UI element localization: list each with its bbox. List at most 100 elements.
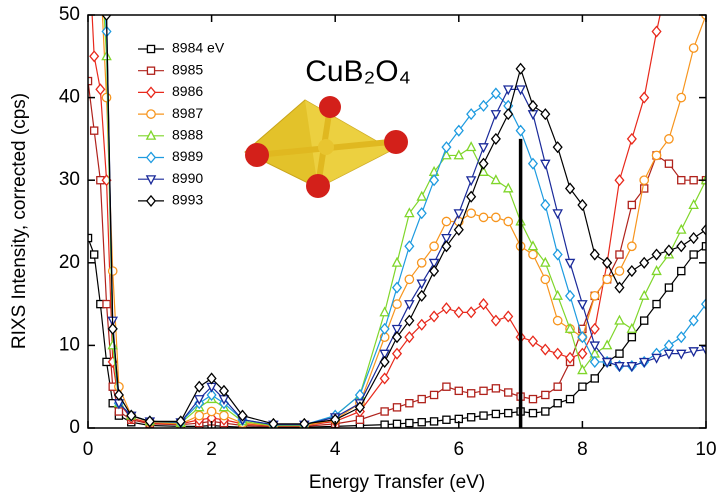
data-point [541,407,550,416]
data-point [615,349,624,358]
legend-label: 8989 [172,148,203,164]
data-point [107,266,118,276]
data-point [453,306,464,319]
data-point [441,234,452,245]
data-point [405,398,414,408]
data-point [95,83,106,96]
data-point [688,231,699,245]
legend-label: 8986 [172,83,203,99]
data-point [626,322,638,333]
data-point [416,190,427,201]
y-tick-label: 30 [59,169,80,190]
series-line [91,15,661,427]
data-point [442,382,451,391]
data-point [441,141,452,154]
data-point [614,362,625,373]
y-tick-label: 20 [59,252,80,273]
data-point [540,256,551,267]
data-point [677,266,686,276]
x-tick-label: 2 [206,439,217,460]
data-point [577,364,588,375]
data-point [354,401,365,414]
legend-label: 8984 eV [172,40,225,56]
data-point [454,386,464,396]
data-point [380,420,389,428]
data-point [391,331,403,344]
data-point [441,216,452,227]
data-point [404,331,415,344]
data-point [379,349,390,360]
data-point [101,92,112,103]
data-point [429,310,440,323]
data-point [144,415,155,428]
legend-label: 8988 [172,127,203,143]
data-point [503,310,514,323]
legend-marker [146,44,156,54]
data-point [676,240,687,253]
data-point [639,256,650,269]
data-point [614,174,625,187]
y-tick-label: 40 [59,87,80,108]
legend-marker [145,151,157,164]
data-point [504,388,513,397]
legend-marker [146,109,156,119]
data-point [466,208,477,219]
data-point [479,411,488,420]
data-point [590,374,599,383]
data-point [442,415,451,424]
legend-label: 8993 [172,192,203,208]
data-point [299,417,310,428]
data-point [564,322,576,333]
data-point [113,388,124,402]
x-tick-label: 8 [577,439,588,460]
data-point [601,357,613,368]
data-point [503,108,514,121]
data-point [491,409,501,419]
data-point [193,395,205,406]
data-point [564,289,576,302]
data-point [676,223,687,234]
data-point [540,159,551,170]
data-point [490,110,502,121]
data-point [465,141,477,152]
data-point [664,283,674,292]
data-point [663,244,674,257]
data-point [664,159,674,168]
data-point [552,347,563,360]
data-point [478,165,489,176]
data-point [391,347,403,360]
data-point [676,92,687,103]
data-point [502,85,514,96]
data-point [441,149,452,160]
x-tick-label: 10 [695,439,716,460]
data-point [453,149,465,160]
data-point [651,353,662,364]
data-point [552,209,563,220]
data-point [237,409,248,422]
data-point [478,212,489,223]
data-point [540,343,551,356]
data-point [601,339,613,350]
data-point [107,322,118,335]
data-point [602,274,612,285]
data-point [206,372,217,385]
data-point [429,241,439,252]
data-point [589,290,600,301]
molecule-illustration [244,96,408,198]
legend-marker [145,175,157,186]
data-point [379,372,390,385]
data-point [478,157,489,170]
data-point [577,347,588,360]
data-point [651,150,662,161]
data-point [552,289,563,300]
data-point [688,347,699,358]
data-point [639,316,649,325]
data-point [700,223,706,236]
legend-label: 8987 [172,105,203,121]
data-point [478,298,489,311]
data-point [429,265,440,278]
data-point [503,216,514,227]
data-point [429,390,439,400]
data-point [428,258,440,269]
y-tick-label: 0 [69,417,80,438]
